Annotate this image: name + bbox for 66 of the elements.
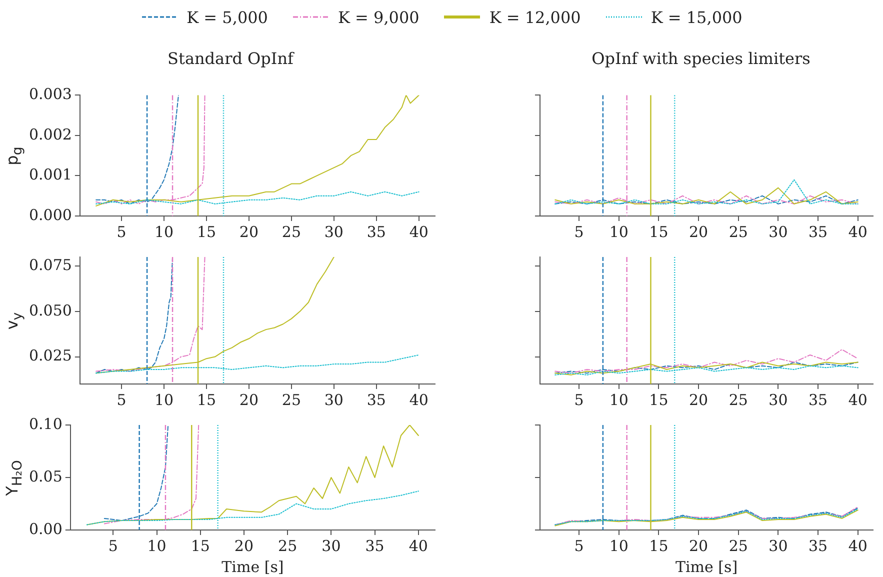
- x-tick-label: 10: [147, 536, 166, 555]
- chart-title: Standard OpInf: [168, 48, 295, 68]
- y-tick-label: 0.05: [28, 467, 62, 486]
- x-tick-label: 10: [609, 536, 628, 555]
- x-tick-label: 5: [116, 222, 126, 241]
- x-tick-label: 20: [688, 390, 708, 409]
- x-tick-label: 20: [234, 536, 254, 555]
- x-tick-label: 40: [409, 390, 428, 409]
- x-tick-label: 40: [408, 536, 428, 555]
- chart-title: OpInf with species limiters: [592, 48, 810, 68]
- y-tick-label: 0.00: [28, 520, 62, 538]
- y-tick-label: 0.003: [28, 85, 72, 104]
- x-tick-label: 5: [574, 390, 584, 409]
- x-tick-label: 30: [768, 390, 788, 409]
- x-tick-label: 20: [688, 536, 708, 555]
- x-tick-label: 30: [768, 536, 788, 555]
- y-tick-label: 0.000: [28, 206, 72, 224]
- x-tick-label: 35: [808, 390, 828, 409]
- x-tick-label: 10: [609, 390, 628, 409]
- x-tick-label: 40: [848, 390, 868, 409]
- x-tick-label: 20: [239, 390, 259, 409]
- y-tick-label: 0.002: [28, 125, 72, 144]
- x-tick-label: 5: [116, 390, 126, 409]
- x-tick-label: 25: [728, 390, 748, 409]
- x-tick-label: 35: [808, 222, 828, 241]
- x-tick-label: 5: [574, 222, 584, 241]
- x-tick-label: 25: [728, 222, 748, 241]
- x-tick-label: 30: [768, 222, 788, 241]
- x-tick-label: 40: [409, 222, 428, 241]
- legend-label: K = 9,000: [338, 8, 420, 26]
- x-tick-label: 10: [154, 390, 174, 409]
- x-tick-label: 20: [688, 222, 708, 241]
- legend-label: K = 5,000: [186, 8, 268, 26]
- x-tick-label: 15: [196, 390, 216, 409]
- x-tick-label: 5: [108, 536, 118, 555]
- x-tick-label: 10: [154, 222, 174, 241]
- x-tick-label: 25: [282, 222, 301, 241]
- x-tick-label: 35: [808, 536, 828, 555]
- y-tick-label: 0.075: [28, 256, 72, 274]
- x-tick-label: 35: [366, 390, 386, 409]
- x-tick-label: 35: [366, 222, 386, 241]
- x-axis-title: Time [s]: [222, 558, 284, 576]
- x-tick-label: 20: [239, 222, 259, 241]
- x-tick-label: 25: [278, 536, 298, 555]
- x-tick-label: 30: [322, 536, 341, 555]
- x-tick-label: 5: [574, 536, 584, 555]
- x-tick-label: 15: [649, 222, 668, 241]
- x-tick-label: 30: [324, 222, 344, 241]
- x-tick-label: 25: [728, 536, 748, 555]
- x-tick-label: 10: [609, 222, 628, 241]
- x-tick-label: 30: [324, 390, 344, 409]
- y-tick-label: 0.001: [28, 166, 72, 184]
- y-tick-label: 0.050: [28, 301, 72, 320]
- y-tick-label: 0.10: [28, 414, 62, 433]
- x-tick-label: 25: [282, 390, 301, 409]
- x-tick-label: 15: [649, 390, 668, 409]
- x-tick-label: 15: [190, 536, 210, 555]
- y-tick-label: 0.025: [28, 346, 72, 365]
- x-axis-title: Time [s]: [675, 558, 738, 576]
- legend-label: K = 15,000: [650, 8, 742, 26]
- x-tick-label: 40: [848, 536, 868, 555]
- legend-label: K = 12,000: [489, 8, 581, 26]
- x-tick-label: 35: [365, 536, 384, 555]
- x-tick-label: 15: [649, 536, 668, 555]
- x-tick-label: 15: [196, 222, 216, 241]
- x-tick-label: 40: [848, 222, 868, 241]
